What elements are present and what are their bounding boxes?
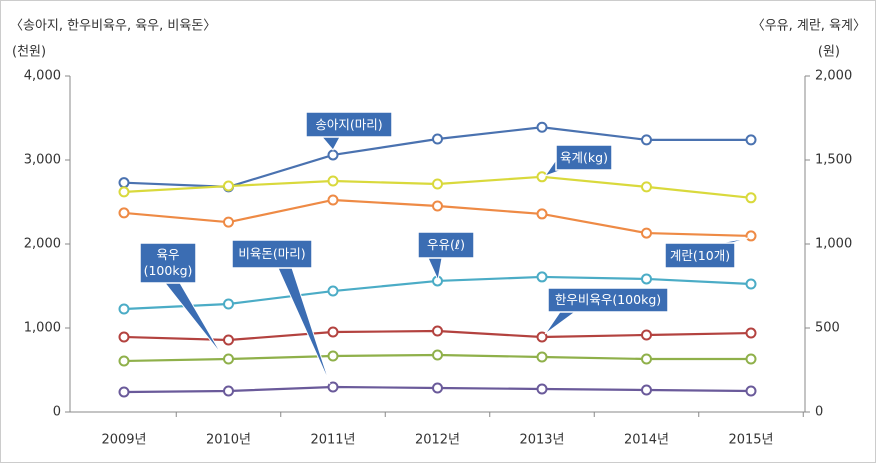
callout-box	[305, 111, 393, 138]
point	[536, 331, 548, 343]
point	[118, 303, 130, 315]
callout-box	[417, 231, 475, 259]
y2-tick-label: 1,000	[815, 237, 852, 252]
y2-tick-label: 0	[815, 405, 823, 420]
point	[536, 208, 548, 220]
point	[118, 207, 130, 219]
y2-tick-label: 2,000	[815, 69, 852, 84]
callout-pointer	[544, 311, 577, 335]
point	[327, 175, 339, 187]
y-tick-label: 4,000	[24, 69, 61, 84]
point	[432, 178, 443, 190]
point	[432, 325, 443, 337]
point	[432, 133, 443, 145]
series-label: 비육돈(마리)	[238, 246, 306, 261]
point	[745, 353, 757, 365]
point	[327, 194, 339, 206]
callout-box	[139, 242, 197, 284]
callout-box	[231, 239, 313, 269]
series-label: 송아지(마리)	[315, 116, 383, 132]
point	[118, 355, 130, 367]
y-tick-label: 3,000	[24, 153, 61, 168]
callout-pointer	[163, 282, 223, 356]
callout-box	[555, 144, 613, 171]
callout-box	[547, 287, 669, 313]
x-tick-label: 2012년	[415, 433, 460, 448]
point	[536, 351, 548, 363]
point	[223, 385, 234, 397]
point	[536, 121, 548, 133]
callout-pointer	[277, 267, 331, 385]
point	[118, 386, 130, 398]
point	[118, 331, 130, 343]
point	[641, 227, 652, 239]
point	[327, 381, 339, 393]
point	[327, 350, 339, 362]
point	[745, 278, 757, 290]
x-tick-label: 2015년	[728, 433, 773, 448]
point	[223, 180, 234, 192]
point	[745, 385, 757, 397]
point	[223, 216, 234, 228]
y-tick-label: 2,000	[24, 237, 61, 252]
left-title: 〈송아지, 한우비육우, 육우, 비육돈〉	[10, 19, 216, 34]
point	[745, 192, 757, 204]
series-label: 육계(kg)	[560, 149, 608, 165]
right-unit: (원)	[818, 45, 840, 60]
x-tick-label: 2014년	[624, 433, 669, 448]
point	[223, 334, 234, 346]
point	[432, 200, 443, 212]
point	[536, 383, 548, 395]
point	[118, 186, 130, 198]
series-label: 우유(ℓ)	[427, 237, 465, 252]
series-label: 계란(10개)	[669, 247, 731, 263]
point	[536, 271, 548, 283]
point	[432, 349, 443, 361]
callout-box	[664, 242, 736, 269]
point	[745, 327, 757, 339]
x-tick-label: 2013년	[519, 433, 564, 448]
point	[432, 382, 443, 394]
point	[223, 298, 234, 310]
x-tick-label: 2009년	[101, 433, 146, 448]
point	[223, 353, 234, 365]
point	[327, 285, 339, 297]
series-label: 육우(100kg)	[143, 247, 193, 278]
point	[641, 329, 652, 341]
left-unit: (천원)	[12, 45, 46, 60]
right-title: 〈우유, 계란, 육계〉	[752, 19, 866, 34]
point	[641, 353, 652, 365]
y2-tick-label: 1,500	[815, 153, 852, 168]
callout-pointer	[320, 136, 341, 151]
point	[745, 134, 757, 146]
x-tick-label: 2011년	[310, 433, 355, 448]
x-tick-label: 2010년	[206, 433, 251, 448]
point	[327, 149, 339, 161]
series-label: 한우비육우(100kg)	[554, 292, 662, 307]
point	[641, 273, 652, 285]
y2-tick-label: 500	[815, 321, 840, 336]
point	[641, 181, 652, 193]
point	[536, 171, 548, 183]
y-tick-label: 1,000	[24, 321, 61, 336]
point	[327, 326, 339, 338]
point	[745, 230, 757, 242]
point	[641, 134, 652, 146]
point	[641, 384, 652, 396]
y-tick-label: 0	[53, 405, 61, 420]
point	[118, 177, 130, 189]
